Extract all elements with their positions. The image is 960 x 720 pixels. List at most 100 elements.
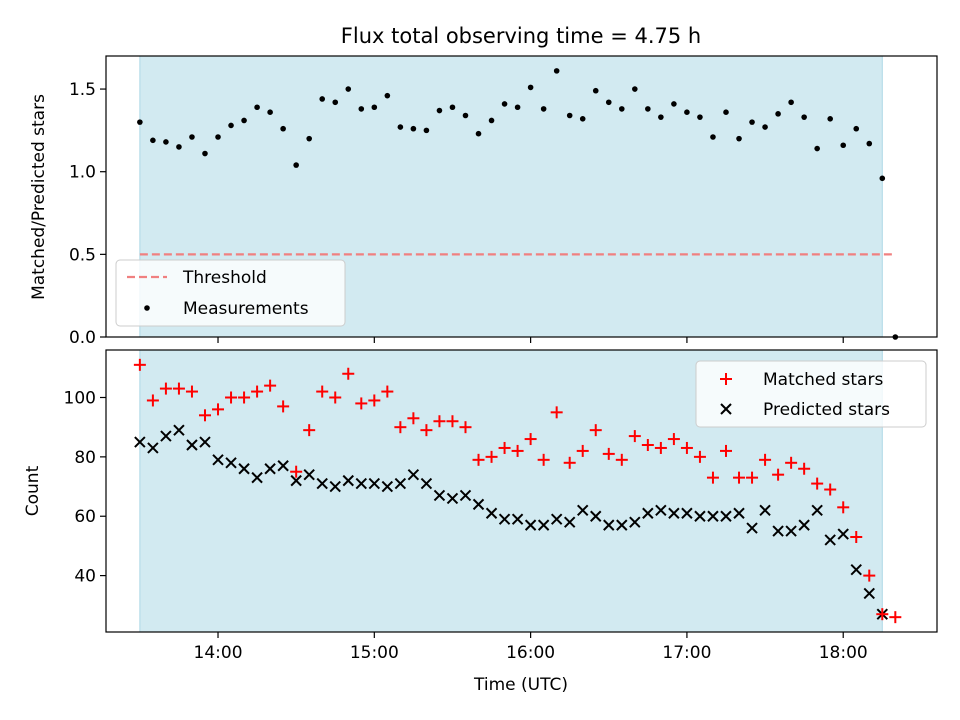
predicted-star-point bbox=[277, 460, 289, 472]
measurement-point bbox=[462, 112, 469, 119]
measurement-point bbox=[801, 114, 807, 120]
predicted-star-point bbox=[433, 489, 446, 502]
predicted-star-point bbox=[212, 454, 224, 466]
matched-star-point bbox=[159, 382, 172, 395]
matched-star-point bbox=[889, 611, 902, 624]
predicted-star-point bbox=[446, 492, 459, 505]
measurement-point bbox=[645, 106, 651, 112]
measurement-point bbox=[137, 119, 143, 125]
measurement-point bbox=[684, 109, 690, 115]
measurement-point bbox=[579, 116, 586, 122]
predicted-star-point bbox=[616, 519, 628, 531]
legend-measurements-label: Measurements bbox=[183, 299, 309, 319]
matched-star-point bbox=[524, 433, 537, 446]
matched-star-point bbox=[759, 453, 772, 466]
bottom-y-axis: 40 60 80 100 bbox=[64, 388, 106, 587]
measurement-point bbox=[215, 134, 221, 140]
measurement-point bbox=[358, 106, 365, 112]
predicted-star-point bbox=[681, 507, 693, 519]
matched-star-point bbox=[303, 424, 316, 437]
matched-star-point bbox=[316, 385, 329, 398]
predicted-star-point bbox=[720, 510, 732, 522]
matched-star-point bbox=[563, 456, 576, 469]
matched-star-point bbox=[394, 421, 407, 434]
predicted-star-point bbox=[225, 457, 237, 469]
predicted-star-point bbox=[290, 474, 302, 487]
predicted-star-point bbox=[173, 424, 185, 436]
matched-star-point bbox=[589, 424, 602, 437]
bottom-panel: 40 60 80 100 14:00 15:00 16:00 17:00 18:00 Coun… bbox=[23, 349, 938, 695]
matched-star-point bbox=[693, 450, 706, 463]
predicted-star-point bbox=[134, 436, 146, 448]
top-y-tick-label: 1.0 bbox=[69, 163, 96, 183]
predicted-star-point bbox=[824, 534, 836, 546]
matched-star-point bbox=[863, 569, 876, 582]
measurement-point bbox=[384, 92, 391, 99]
top-legend-box bbox=[115, 259, 346, 327]
measurement-point bbox=[228, 122, 234, 129]
bottom-y-axis-label: Count bbox=[23, 465, 43, 516]
measurement-point bbox=[736, 135, 742, 142]
matched-star-point bbox=[238, 391, 251, 404]
predicted-star-point bbox=[342, 474, 354, 487]
x-tick-label: 18:00 bbox=[819, 643, 868, 663]
top-y-axis: 0.0 0.5 1.0 1.5 bbox=[69, 80, 106, 348]
predicted-star-point bbox=[368, 477, 381, 490]
bottom-axes-frame bbox=[105, 349, 938, 633]
legend-matched-swatch bbox=[720, 373, 732, 385]
matched-star-point bbox=[667, 433, 680, 446]
matched-star-point bbox=[824, 483, 837, 496]
top-points-layer bbox=[137, 68, 899, 340]
matched-star-point bbox=[472, 453, 485, 466]
predicted-star-point bbox=[707, 510, 719, 522]
measurement-point bbox=[189, 134, 195, 140]
matched-star-point bbox=[485, 450, 498, 463]
measurement-point bbox=[553, 68, 560, 74]
bottom-legend: Matched stars Predicted stars bbox=[695, 360, 927, 428]
top-legend: Threshold Measurements bbox=[115, 259, 346, 327]
predicted-star-point bbox=[381, 480, 394, 493]
measurement-point bbox=[176, 144, 182, 150]
measurement-point bbox=[775, 111, 781, 117]
chart-title: Flux total observing time = 4.75 h bbox=[341, 24, 701, 48]
matched-star-point bbox=[498, 441, 511, 454]
predicted-star-point bbox=[199, 436, 211, 448]
predicted-star-point bbox=[798, 519, 810, 531]
matched-star-point bbox=[615, 453, 628, 466]
matched-star-point bbox=[368, 394, 381, 407]
predicted-star-point bbox=[550, 513, 563, 525]
predicted-star-point bbox=[746, 522, 758, 534]
predicted-star-point bbox=[485, 507, 498, 519]
predicted-star-point bbox=[772, 525, 784, 537]
predicted-star-point bbox=[329, 480, 341, 493]
measurement-point bbox=[814, 145, 820, 152]
top-x-ticks bbox=[217, 337, 844, 343]
predicted-star-point bbox=[472, 498, 485, 511]
measurement-point bbox=[280, 125, 286, 132]
legend-threshold-label: Threshold bbox=[182, 268, 267, 288]
predicted-star-point bbox=[524, 519, 537, 531]
measurement-point bbox=[475, 130, 482, 137]
matched-star-point bbox=[811, 477, 824, 490]
bottom-y-tick-label: 80 bbox=[74, 448, 96, 468]
measurement-point bbox=[501, 101, 508, 107]
measurement-point bbox=[566, 112, 573, 119]
measurement-point bbox=[840, 142, 847, 149]
bottom-x-axis: 14:00 15:00 16:00 17:00 18:00 bbox=[194, 632, 868, 663]
matched-star-point bbox=[264, 379, 277, 392]
bottom-points-layer bbox=[133, 358, 902, 624]
matched-star-point bbox=[381, 385, 394, 398]
legend-predicted-swatch bbox=[720, 403, 732, 415]
measurement-point bbox=[605, 99, 612, 106]
measurement-point bbox=[150, 137, 156, 144]
predicted-star-point bbox=[420, 477, 433, 490]
predicted-star-point bbox=[642, 507, 654, 519]
matched-star-point bbox=[798, 462, 811, 475]
matched-star-point bbox=[706, 471, 719, 484]
matched-star-point bbox=[446, 415, 459, 428]
measurement-point bbox=[658, 114, 664, 120]
matched-star-point bbox=[746, 471, 759, 484]
x-axis-label: Time (UTC) bbox=[473, 675, 568, 695]
predicted-star-point bbox=[837, 528, 849, 540]
